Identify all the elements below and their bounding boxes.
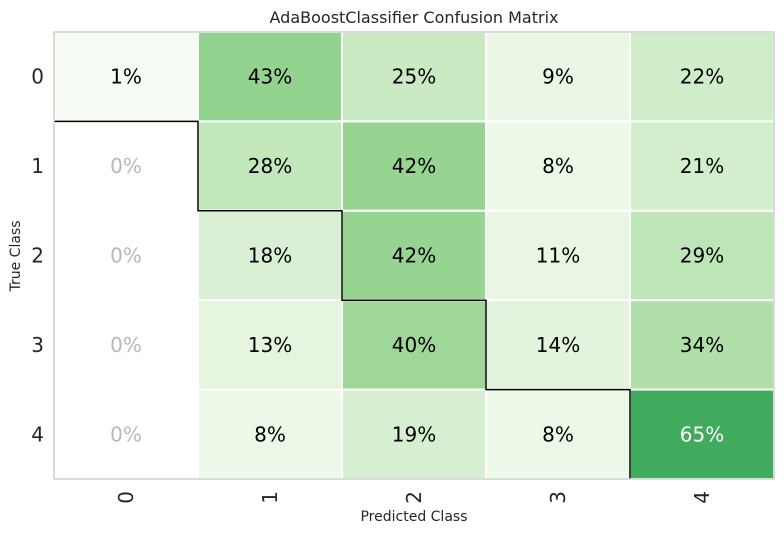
cell-label-r0-c4: 22% bbox=[680, 65, 724, 89]
cell-label-r3-c2: 40% bbox=[392, 333, 436, 357]
diagonal-staircase bbox=[54, 120, 631, 479]
heatmap-cell-r3-c2 bbox=[341, 299, 487, 391]
y-tick-label-3: 3 bbox=[31, 333, 44, 357]
cell-label-r4-c0: 0% bbox=[110, 422, 142, 446]
heatmap-cell-r2-c1 bbox=[197, 209, 343, 302]
cell-label-r4-c3: 8% bbox=[542, 422, 574, 446]
x-tick-label-4: 4 bbox=[690, 491, 714, 504]
cell-label-r3-c4: 34% bbox=[680, 333, 724, 357]
cell-label-r1-c1: 28% bbox=[248, 154, 292, 178]
cell-label-r2-c2: 42% bbox=[392, 244, 436, 268]
heatmap-cell-r3-c4 bbox=[629, 299, 775, 391]
cell-label-r2-c1: 18% bbox=[248, 244, 292, 268]
cell-label-r3-c0: 0% bbox=[110, 333, 142, 357]
cell-label-r2-c4: 29% bbox=[680, 244, 724, 268]
y-tick-label-4: 4 bbox=[31, 422, 44, 446]
x-tick-labels: 0 1 2 3 4 bbox=[114, 491, 714, 504]
heatmap-cell-r0-c1 bbox=[197, 31, 343, 123]
heatmap-cell-r4-c2 bbox=[341, 388, 487, 481]
y-tick-label-2: 2 bbox=[31, 244, 44, 268]
cell-label-r3-c1: 13% bbox=[248, 333, 292, 357]
heatmap-cell-r3-c1 bbox=[197, 299, 343, 391]
cell-label-r0-c3: 9% bbox=[542, 65, 574, 89]
cell-label-r0-c2: 25% bbox=[392, 65, 436, 89]
heatmap-cell-r4-c0 bbox=[53, 388, 199, 481]
cell-label-r1-c0: 0% bbox=[110, 154, 142, 178]
heatmap-cell-r3-c3 bbox=[485, 299, 631, 391]
cell-label-r2-c0: 0% bbox=[110, 244, 142, 268]
heatmap-cell-r4-c1 bbox=[197, 388, 343, 481]
heatmap-cell-r2-c3 bbox=[485, 209, 631, 302]
cell-label-r0-c1: 43% bbox=[248, 65, 292, 89]
diagonal-staircase-line bbox=[54, 120, 631, 479]
cell-label-r4-c4: 65% bbox=[680, 422, 724, 446]
cell-label-r4-c1: 8% bbox=[254, 422, 286, 446]
cell-label-r1-c2: 42% bbox=[392, 154, 436, 178]
plot-frame bbox=[53, 31, 775, 480]
x-tick-label-1: 1 bbox=[258, 491, 282, 504]
cell-label-r2-c3: 11% bbox=[536, 244, 580, 268]
y-axis-label: True Class bbox=[8, 220, 24, 292]
cell-label-r1-c4: 21% bbox=[680, 154, 724, 178]
heatmap-cell-r1-c2 bbox=[341, 120, 487, 212]
cell-label-r0-c0: 1% bbox=[110, 65, 142, 89]
cell-label-r1-c3: 8% bbox=[542, 154, 574, 178]
x-tick-label-2: 2 bbox=[402, 491, 426, 504]
x-axis-label: Predicted Class bbox=[360, 509, 467, 525]
x-tick-label-0: 0 bbox=[114, 491, 138, 504]
cell-label-r3-c3: 14% bbox=[536, 333, 580, 357]
y-tick-labels: 0 1 2 3 4 bbox=[31, 65, 44, 447]
x-tick-label-3: 3 bbox=[546, 491, 570, 504]
heatmap-cell-r1-c4 bbox=[629, 120, 775, 212]
heatmap-cell-r0-c0 bbox=[53, 31, 199, 123]
heatmap-cells: 1% 43% 25% 9% 22% 0% 28% 42% 8% 21% 0% 18% 42% 11% 29%… bbox=[53, 31, 775, 481]
y-tick-label-0: 0 bbox=[31, 65, 44, 89]
cell-label-r4-c2: 19% bbox=[392, 422, 436, 446]
heatmap-cell-r4-c4 bbox=[629, 388, 775, 481]
y-tick-label-1: 1 bbox=[31, 154, 44, 178]
chart-title: AdaBoostClassifier Confusion Matrix bbox=[270, 8, 559, 27]
